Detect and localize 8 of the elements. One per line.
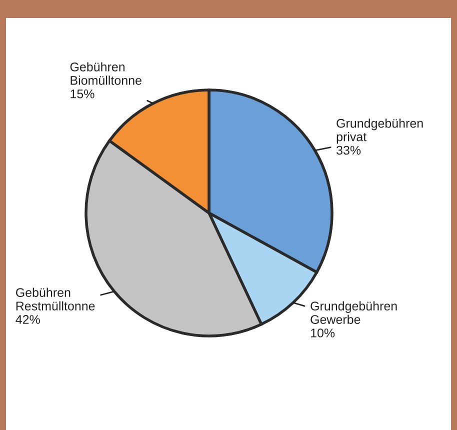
slice-label: Grundgebühren Gewerbe xyxy=(310,301,397,324)
data-label: 42% xyxy=(16,315,40,324)
slice-label: Grundgebühren privat xyxy=(336,118,423,144)
slice-label: Gebühren Restmülltonne xyxy=(16,288,95,310)
data-label: 33% xyxy=(336,146,361,155)
slice-label: Gebühren Biomülltonne xyxy=(70,62,142,85)
data-label: 15% xyxy=(70,90,94,98)
data-label: 10% xyxy=(310,328,335,338)
